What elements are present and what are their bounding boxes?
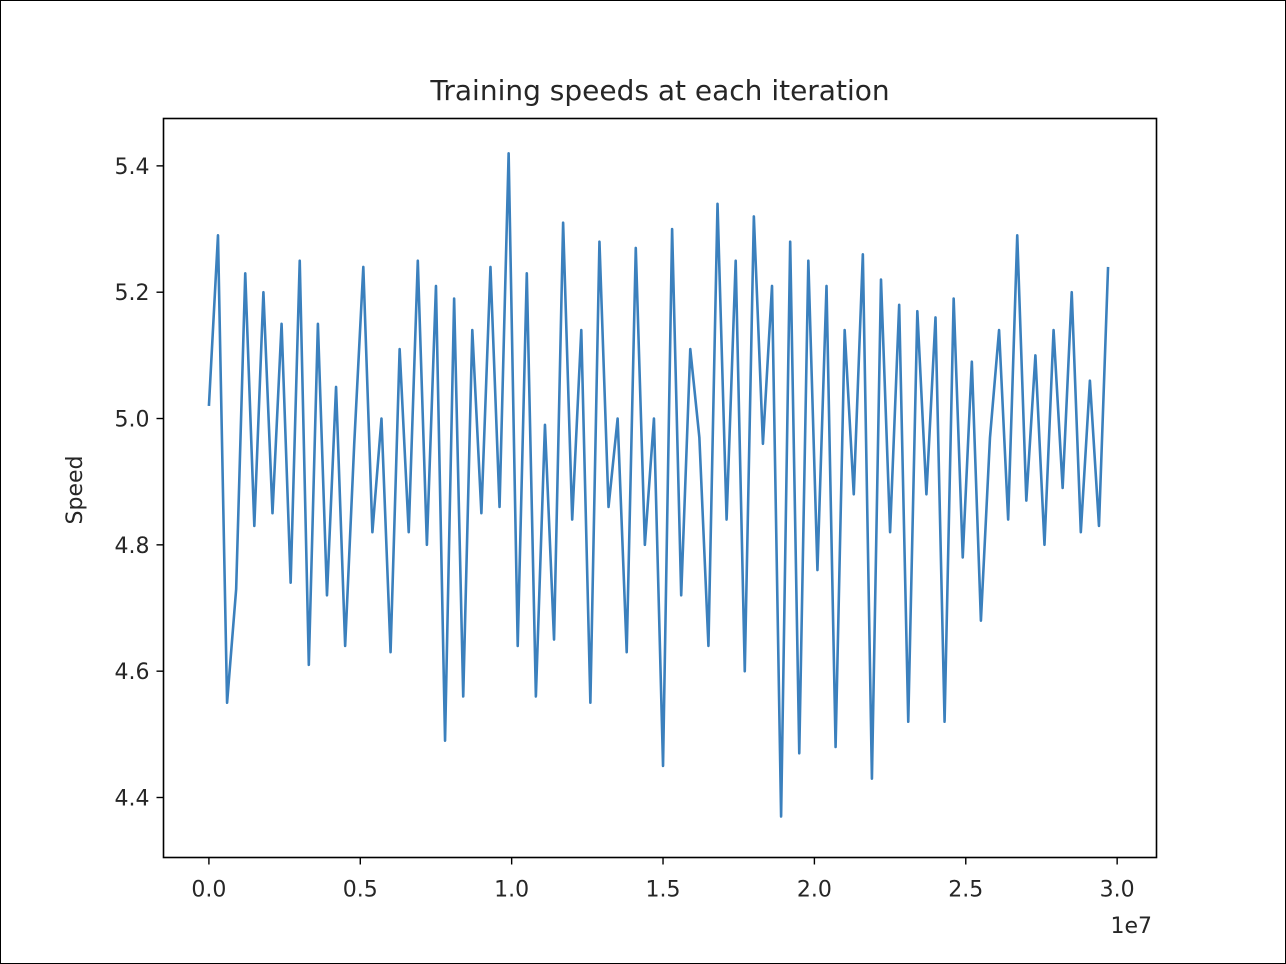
x-tick-label: 2.5 bbox=[948, 878, 983, 903]
plot-area bbox=[207, 151, 1110, 818]
y-tick-label: 5.2 bbox=[115, 281, 150, 306]
x-tick-label: 1.5 bbox=[646, 878, 681, 903]
y-axis-label: Speed bbox=[63, 456, 88, 525]
x-tick-label: 1.0 bbox=[494, 878, 529, 903]
y-axis: 4.4 4.6 4.8 5.0 5.2 5.4 bbox=[115, 155, 164, 811]
x-tick-label: 0.0 bbox=[191, 878, 226, 903]
x-tick-label: 0.5 bbox=[343, 878, 378, 903]
y-tick-label: 4.8 bbox=[115, 534, 150, 559]
x-axis-offset-label: 1e7 bbox=[1110, 914, 1152, 939]
y-tick-label: 5.4 bbox=[115, 155, 150, 180]
y-tick-label: 5.0 bbox=[115, 408, 150, 433]
axes-frame bbox=[162, 117, 1158, 859]
x-axis: 0.0 0.5 1.0 1.5 2.0 2.5 3.0 bbox=[191, 857, 1135, 903]
series-line-0 bbox=[207, 151, 1110, 818]
chart-title: Training speeds at each iteration bbox=[429, 74, 889, 107]
x-tick-label: 2.0 bbox=[797, 878, 832, 903]
x-tick-label: 3.0 bbox=[1100, 878, 1135, 903]
y-tick-label: 4.6 bbox=[115, 660, 150, 685]
y-tick-label: 4.4 bbox=[115, 786, 150, 811]
